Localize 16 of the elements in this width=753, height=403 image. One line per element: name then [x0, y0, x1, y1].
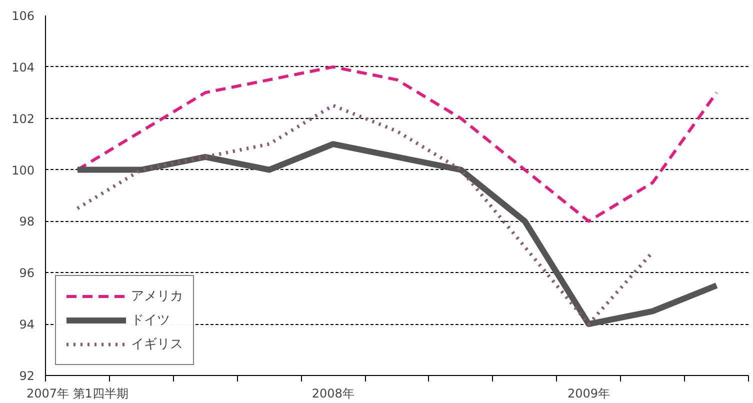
y-tick-label: 106	[12, 9, 34, 23]
y-tick-label: 98	[19, 214, 35, 229]
y-tick-label: 100	[12, 163, 34, 178]
y-tick-label: 96	[19, 266, 35, 280]
line-series	[76, 104, 654, 326]
y-tick-label: 102	[12, 112, 34, 126]
x-tick-label: 2009年	[567, 386, 610, 400]
y-tick-label: 92	[19, 369, 35, 383]
y-tick-label: 104	[12, 60, 34, 74]
line-series	[76, 65, 718, 223]
legend-label: アメリカ	[131, 287, 183, 305]
y-tick-label: 94	[19, 318, 35, 332]
legend-label: イギリス	[131, 335, 183, 353]
legend-label: ドイツ	[131, 311, 170, 329]
x-tick-label: 2008年	[312, 386, 354, 400]
x-tick-label: 2007年 第1四半期	[26, 386, 128, 400]
